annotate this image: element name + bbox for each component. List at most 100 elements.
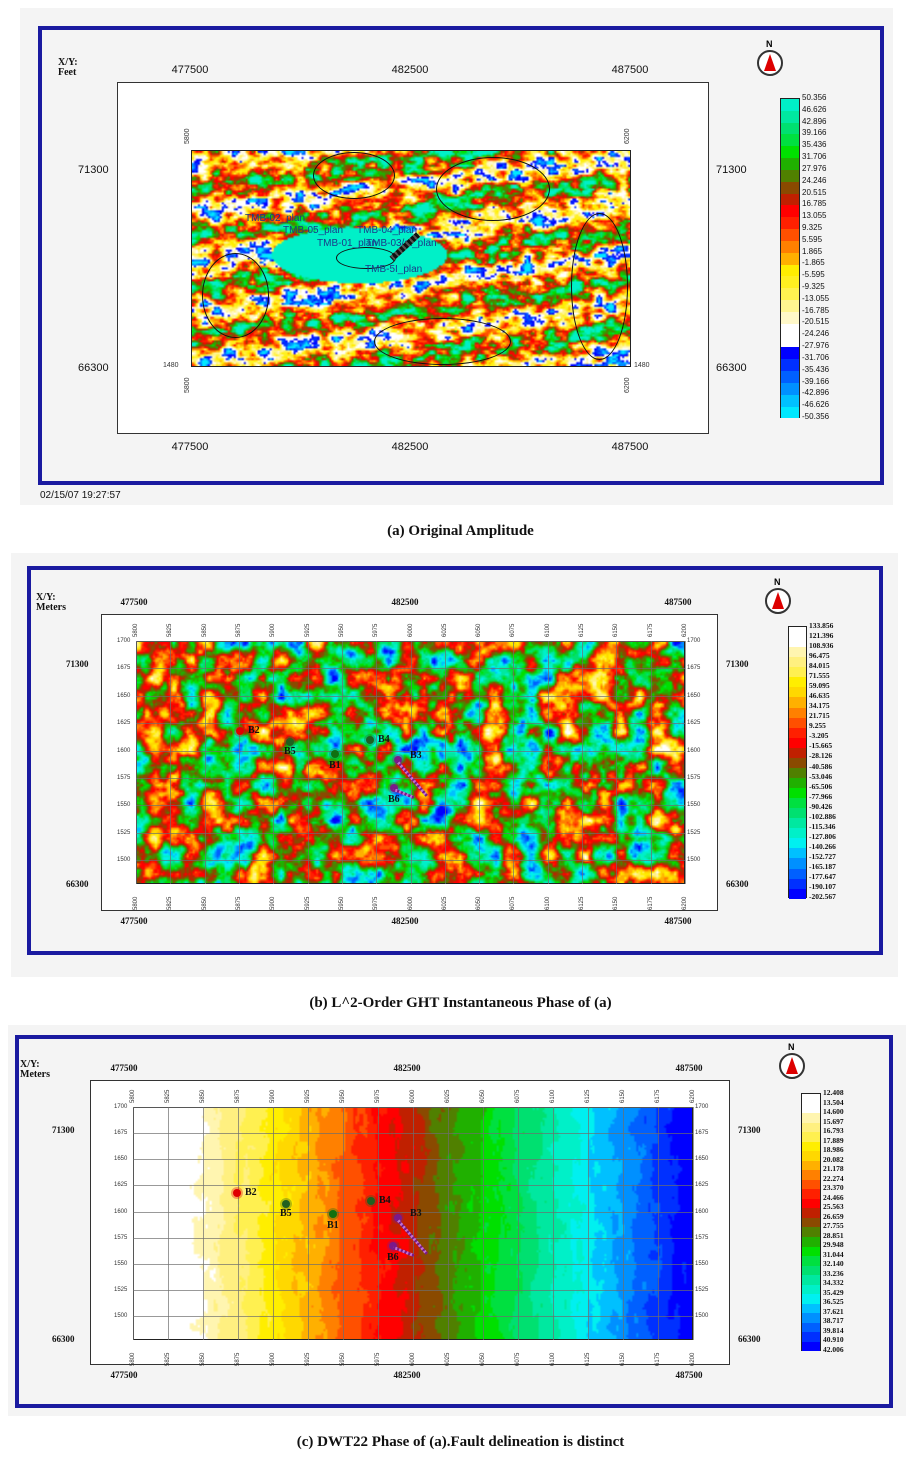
- grid-line-inline: [308, 1107, 309, 1340]
- xline-label: 1600: [687, 747, 701, 754]
- grid-line-xline: [136, 723, 685, 725]
- legend-tick-label: 28.851: [823, 1230, 844, 1240]
- legend-tick-label: -42.896: [802, 388, 830, 398]
- well-label: TMB-05_plan: [283, 225, 344, 236]
- panel-border: [15, 1035, 893, 1408]
- well-star-icon: [367, 1197, 375, 1205]
- xline-label: 1600: [695, 1208, 709, 1215]
- inline-label: 6150: [620, 1352, 626, 1366]
- grid-line-xline: [133, 1159, 693, 1161]
- legend-swatch: [802, 1313, 820, 1323]
- inline-label: 6025: [445, 1089, 451, 1103]
- inline-label: 5825: [167, 623, 174, 637]
- legend-swatch: [781, 288, 799, 301]
- inline-label: 6175: [647, 623, 654, 637]
- y-tick-label: 66300: [78, 362, 109, 374]
- legend-swatch: [789, 647, 806, 658]
- inline-label: 6200: [690, 1089, 696, 1103]
- grid-line-inline: [547, 641, 549, 884]
- y-tick-label: 71300: [66, 659, 89, 669]
- inline-label: 6125: [585, 1089, 591, 1103]
- legend-tick-label: 13.055: [802, 211, 827, 221]
- xline-label: 1700: [114, 1104, 128, 1110]
- legend-tick-label: -13.055: [802, 293, 830, 303]
- well-star-icon: [331, 750, 339, 758]
- xline-label: 1625: [114, 1182, 128, 1189]
- xline-label: 1575: [117, 774, 131, 781]
- xline-label: 1575: [687, 774, 701, 781]
- legend-swatch: [789, 677, 806, 688]
- anomaly-ellipse: [313, 152, 395, 199]
- north-label: N: [766, 39, 773, 49]
- inline-label: 5800: [184, 128, 191, 144]
- well-star-icon: [286, 738, 294, 746]
- legend-swatch: [789, 788, 806, 799]
- legend-swatch: [781, 193, 799, 206]
- legend-tick-label: -28.126: [809, 751, 833, 761]
- x-tick-label: 477500: [110, 1063, 138, 1073]
- panel-border: [27, 566, 883, 955]
- legend-tick-label: -65.506: [809, 781, 833, 791]
- legend-swatch: [802, 1189, 820, 1199]
- inline-label: 6100: [550, 1352, 556, 1366]
- well-star-icon: [329, 1210, 337, 1218]
- legend-swatch: [781, 229, 799, 241]
- inline-label: 6025: [445, 1352, 451, 1366]
- legend-tick-label: 39.166: [802, 128, 827, 138]
- legend-tick-label: -127.806: [809, 831, 836, 841]
- inline-label: 6100: [550, 1089, 556, 1103]
- inline-label: 6200: [690, 1352, 696, 1366]
- legend-swatch: [802, 1341, 820, 1352]
- grid-line-xline: [136, 641, 685, 642]
- legend-tick-label: 40.910: [823, 1335, 844, 1345]
- inline-label: 5800: [184, 377, 191, 393]
- legend-tick-label: 59.095: [809, 681, 830, 691]
- legend-swatch: [802, 1236, 820, 1247]
- well-label: TMB-5I_plan: [365, 264, 423, 275]
- inline-label: 5800: [130, 1352, 136, 1366]
- grid-line-inline: [623, 1107, 624, 1340]
- xline-label: 1550: [117, 802, 131, 809]
- legend-tick-label: 24.246: [802, 175, 827, 185]
- legend-tick-label: 42.006: [823, 1345, 844, 1354]
- legend-swatch: [802, 1322, 820, 1333]
- x-tick-label: 477500: [171, 64, 209, 76]
- legend-tick-label: -152.727: [809, 851, 836, 861]
- xline-label: 1550: [687, 802, 701, 809]
- grid-line-xline: [133, 1316, 693, 1317]
- legend-tick-label: 46.635: [809, 691, 830, 701]
- inline-label: 5925: [304, 623, 311, 637]
- inline-label: 5900: [270, 623, 277, 637]
- well-label: TMB-01_plan: [317, 238, 378, 249]
- legend-tick-label: 26.659: [823, 1211, 844, 1221]
- legend-swatch: [789, 667, 806, 678]
- legend-swatch: [802, 1275, 820, 1285]
- legend-tick-label: 16.793: [823, 1126, 844, 1136]
- legend-tick-label: -115.346: [809, 821, 836, 831]
- legend-swatch: [789, 737, 806, 748]
- legend-tick-label: 96.475: [809, 651, 830, 661]
- legend-tick-label: 17.889: [823, 1135, 844, 1145]
- inline-label: 6075: [510, 896, 517, 910]
- well-label: B3: [410, 750, 422, 761]
- inline-label: 5825: [167, 896, 174, 910]
- xline-label: 1550: [695, 1260, 709, 1267]
- legend-tick-label: -1.865: [802, 258, 825, 268]
- legend-tick-label: -3.205: [809, 731, 829, 741]
- grid-line-xline: [133, 1185, 693, 1187]
- legend-swatch: [802, 1132, 820, 1142]
- xline-label: 1650: [695, 1156, 709, 1163]
- legend-swatch: [789, 727, 806, 738]
- inline-label: 5950: [338, 896, 345, 910]
- legend-swatch: [802, 1294, 820, 1304]
- grid-line-inline: [238, 641, 240, 884]
- xline-label: 1675: [687, 665, 701, 672]
- legend-swatch: [789, 747, 806, 758]
- legend-tick-label: 9.325: [802, 222, 823, 232]
- north-label: N: [774, 577, 781, 587]
- x-tick-label: 487500: [611, 441, 649, 453]
- legend-tick-label: -140.266: [809, 841, 836, 851]
- legend-swatch: [781, 181, 799, 194]
- inline-label: 6150: [613, 623, 620, 637]
- xline-label: 1700: [117, 638, 131, 644]
